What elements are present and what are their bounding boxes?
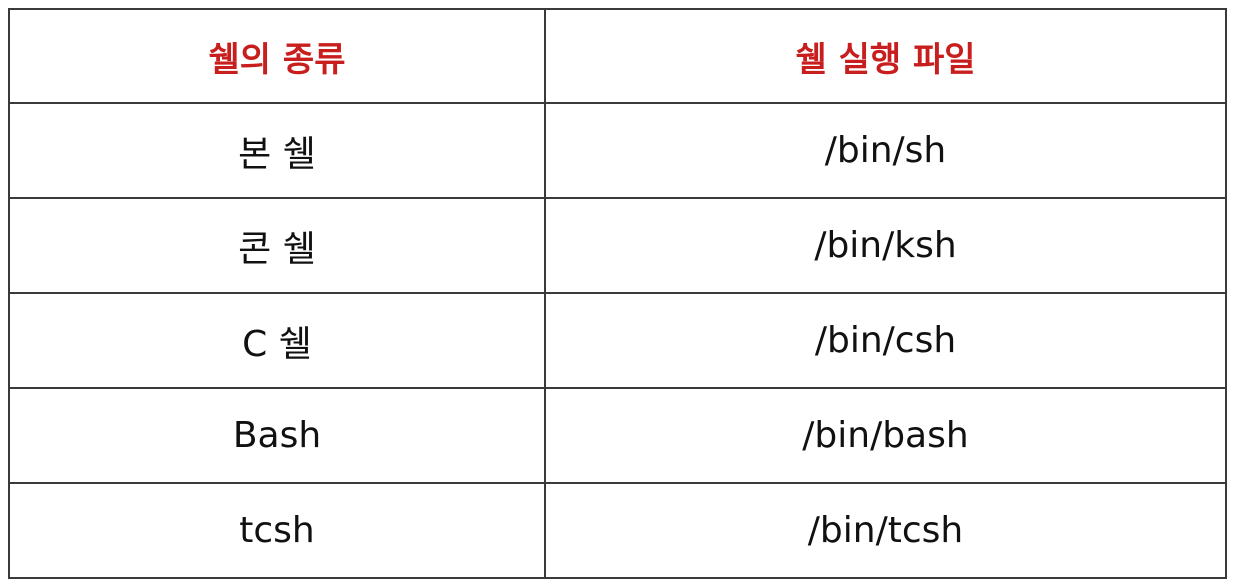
table-header-row: 쉘의 종류 쉘 실행 파일 xyxy=(8,8,1227,104)
table-row: 본 쉘 /bin/sh xyxy=(8,102,1227,199)
shell-path-cell: /bin/csh xyxy=(544,292,1227,389)
column-header-shell-executable: 쉘 실행 파일 xyxy=(544,8,1227,104)
shell-type-cell: C 쉘 xyxy=(8,292,546,389)
shell-path-cell: /bin/bash xyxy=(544,387,1227,484)
table-row: Bash /bin/bash xyxy=(8,387,1227,484)
shell-path-cell: /bin/sh xyxy=(544,102,1227,199)
table-row: 콘 쉘 /bin/ksh xyxy=(8,197,1227,294)
table-row: C 쉘 /bin/csh xyxy=(8,292,1227,389)
shell-type-cell: tcsh xyxy=(8,482,546,579)
table-row: tcsh /bin/tcsh xyxy=(8,482,1227,579)
shell-table-container: 쉘의 종류 쉘 실행 파일 본 쉘 /bin/sh 콘 쉘 /bin/ksh C… xyxy=(8,8,1227,579)
shell-type-cell: 콘 쉘 xyxy=(8,197,546,294)
shell-table: 쉘의 종류 쉘 실행 파일 본 쉘 /bin/sh 콘 쉘 /bin/ksh C… xyxy=(8,8,1227,579)
shell-path-cell: /bin/tcsh xyxy=(544,482,1227,579)
shell-type-cell: 본 쉘 xyxy=(8,102,546,199)
shell-path-cell: /bin/ksh xyxy=(544,197,1227,294)
column-header-shell-type: 쉘의 종류 xyxy=(8,8,546,104)
shell-type-cell: Bash xyxy=(8,387,546,484)
